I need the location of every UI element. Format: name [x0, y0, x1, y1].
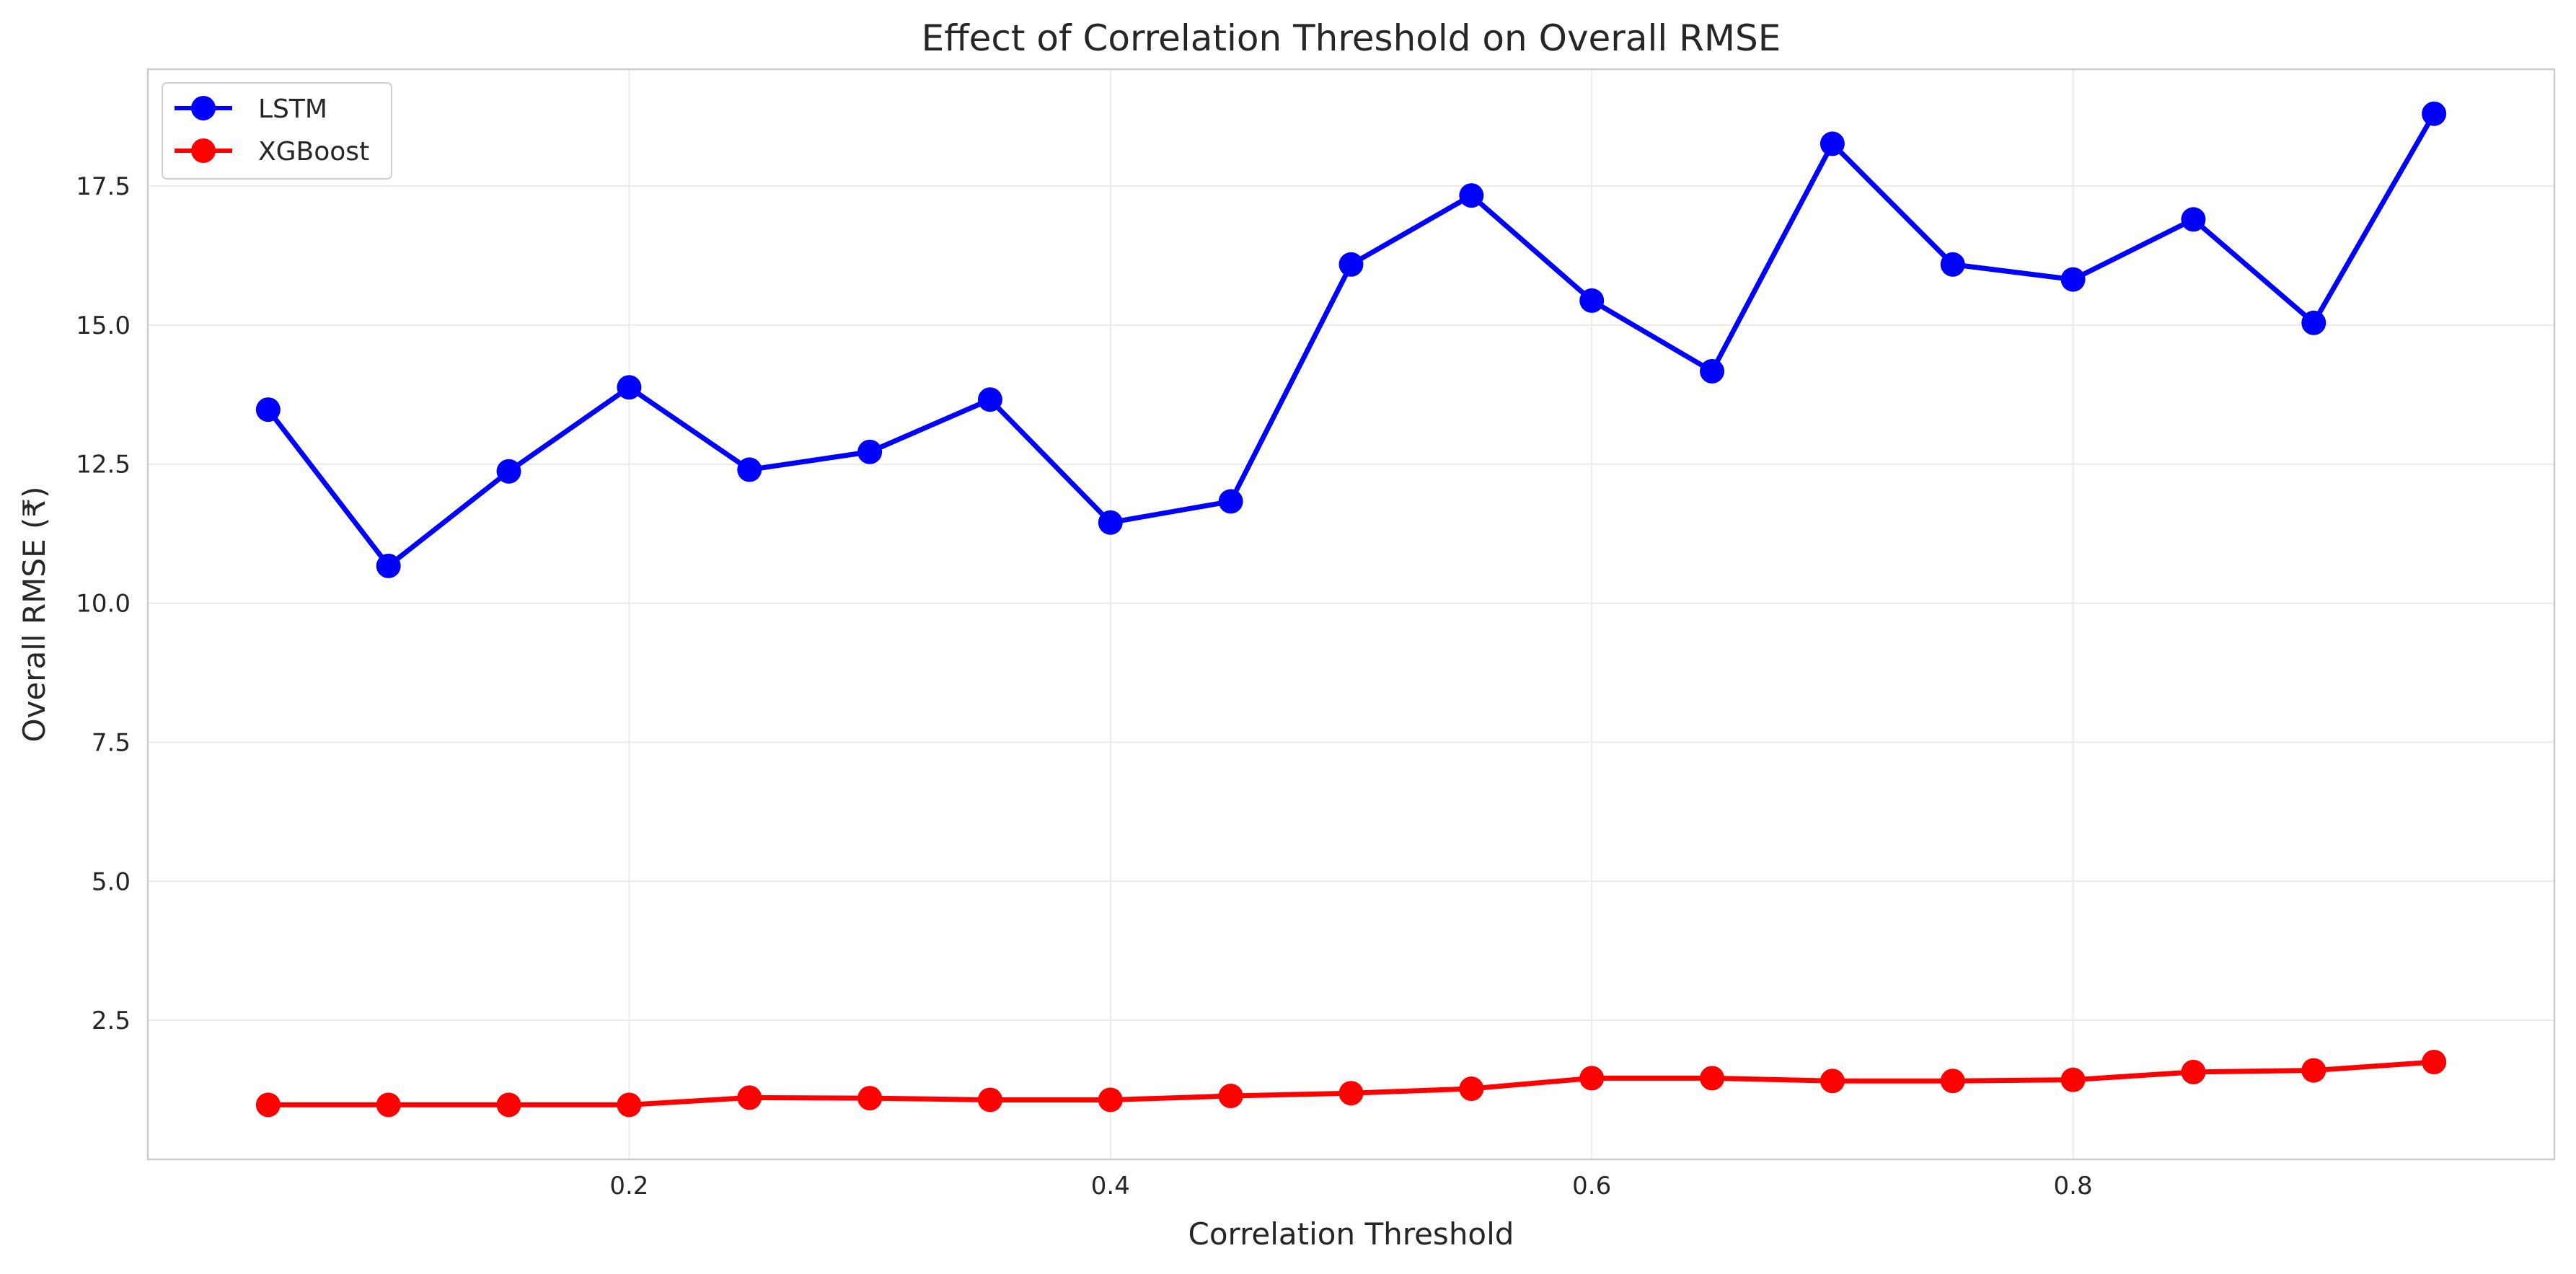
- x-tick-label: 0.2: [609, 1172, 648, 1200]
- legend-marker-xgboost: [191, 138, 216, 163]
- data-point-lstm: [1459, 183, 1484, 208]
- data-point-xgboost: [1338, 1081, 1364, 1106]
- data-point-xgboost: [2060, 1067, 2086, 1092]
- data-point-xgboost: [376, 1092, 401, 1118]
- data-point-lstm: [1338, 252, 1364, 277]
- series-lstm: [255, 101, 2447, 578]
- y-tick-label: 10.0: [76, 590, 131, 619]
- legend-label-xgboost: XGBoost: [258, 137, 369, 167]
- legend-item-xgboost: XGBoost: [175, 137, 369, 167]
- chart-title: Effect of Correlation Threshold on Overa…: [922, 17, 1781, 59]
- data-point-lstm: [2301, 310, 2326, 335]
- y-tick-label: 5.0: [92, 867, 131, 896]
- x-tick-label: 0.6: [1572, 1172, 1611, 1200]
- data-point-lstm: [1098, 510, 1123, 535]
- data-point-xgboost: [617, 1092, 642, 1118]
- data-point-lstm: [2060, 267, 2086, 292]
- data-point-lstm: [496, 459, 521, 484]
- data-point-xgboost: [1459, 1076, 1484, 1102]
- y-axis-label: Overall RMSE (₹): [17, 487, 52, 743]
- data-point-lstm: [857, 439, 883, 464]
- data-point-xgboost: [857, 1086, 883, 1111]
- data-point-xgboost: [1819, 1069, 1845, 1094]
- data-point-xgboost: [1700, 1066, 1725, 1091]
- x-tick-label: 0.4: [1091, 1172, 1130, 1200]
- data-point-lstm: [2181, 207, 2206, 232]
- data-point-lstm: [1819, 131, 1845, 156]
- legend-label-lstm: LSTM: [258, 94, 327, 124]
- series-layer: [255, 101, 2447, 1118]
- data-point-xgboost: [1218, 1084, 1243, 1109]
- data-point-lstm: [977, 387, 1002, 412]
- data-point-lstm: [737, 457, 762, 482]
- x-axis-label: Correlation Threshold: [1188, 1216, 1514, 1252]
- legend: LSTM XGBoost: [162, 82, 392, 180]
- data-point-xgboost: [1940, 1069, 1965, 1094]
- axis-ticks: 0.2 0.4 0.6 0.8 2.5 5.0 7.5 10.0 12.5 15.0 17.5: [76, 172, 2092, 1200]
- data-point-xgboost: [255, 1092, 281, 1118]
- data-point-xgboost: [1579, 1066, 1605, 1091]
- data-point-lstm: [2422, 101, 2447, 126]
- data-point-xgboost: [2301, 1058, 2326, 1083]
- series-xgboost: [255, 1050, 2447, 1118]
- y-tick-label: 17.5: [76, 172, 131, 201]
- y-tick-label: 2.5: [92, 1007, 131, 1035]
- x-tick-label: 0.8: [2054, 1172, 2093, 1200]
- data-point-lstm: [617, 375, 642, 400]
- data-point-xgboost: [496, 1092, 521, 1118]
- data-point-lstm: [376, 553, 401, 578]
- data-point-xgboost: [737, 1085, 762, 1110]
- y-tick-label: 7.5: [92, 728, 131, 757]
- grid: [148, 69, 2554, 1159]
- data-point-xgboost: [2422, 1050, 2447, 1074]
- data-point-lstm: [1579, 288, 1605, 313]
- data-point-lstm: [255, 397, 281, 423]
- y-tick-label: 15.0: [76, 311, 131, 340]
- data-point-xgboost: [1098, 1087, 1123, 1112]
- data-point-lstm: [1940, 252, 1965, 277]
- plot-frame: [146, 68, 2556, 1161]
- data-point-xgboost: [977, 1087, 1002, 1112]
- data-point-lstm: [1700, 358, 1725, 384]
- y-tick-label: 12.5: [76, 451, 131, 479]
- data-point-lstm: [1218, 489, 1243, 514]
- legend-item-lstm: LSTM: [175, 94, 327, 124]
- data-point-xgboost: [2181, 1059, 2206, 1084]
- legend-marker-lstm: [191, 96, 216, 120]
